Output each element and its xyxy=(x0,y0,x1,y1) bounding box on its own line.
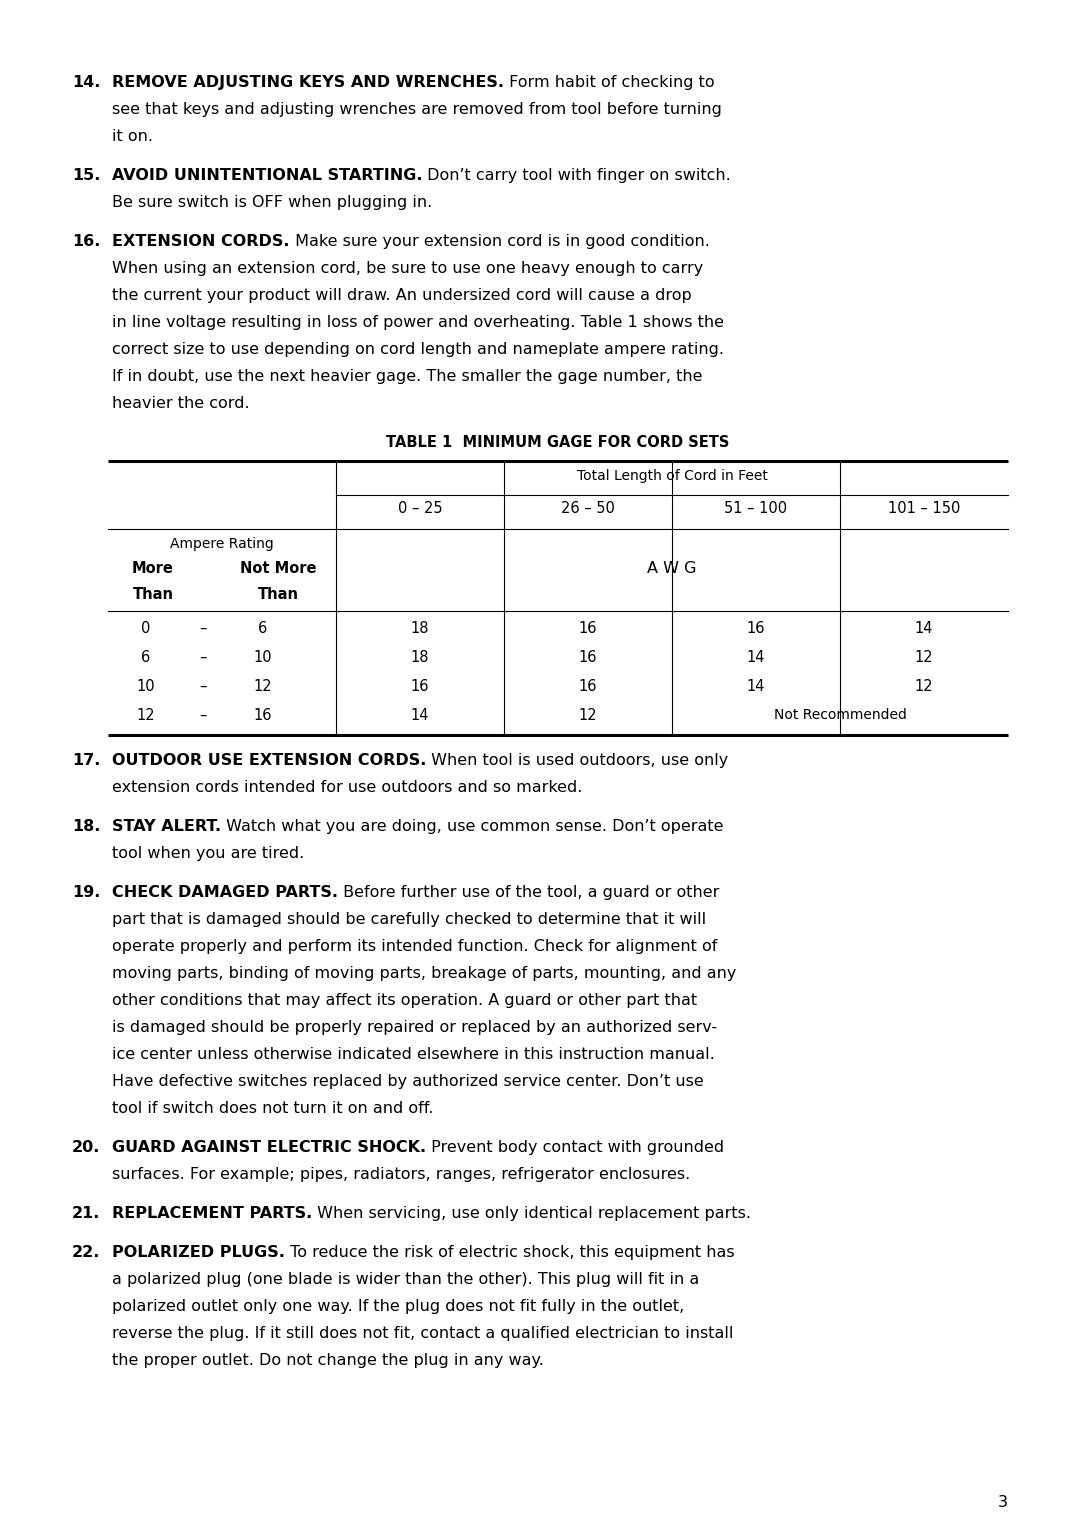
Text: operate properly and perform its intended function. Check for alignment of: operate properly and perform its intende… xyxy=(112,940,717,954)
Text: part that is damaged should be carefully checked to determine that it will: part that is damaged should be carefully… xyxy=(112,912,706,927)
Text: 16: 16 xyxy=(746,621,766,637)
Text: Than: Than xyxy=(257,588,298,601)
Text: heavier the cord.: heavier the cord. xyxy=(112,395,249,411)
Text: 101 – 150: 101 – 150 xyxy=(888,501,960,517)
Text: 18.: 18. xyxy=(72,820,100,834)
Text: Don’t carry tool with finger on switch.: Don’t carry tool with finger on switch. xyxy=(422,168,731,183)
Text: Total Length of Cord in Feet: Total Length of Cord in Feet xyxy=(577,469,768,483)
Text: Make sure your extension cord is in good condition.: Make sure your extension cord is in good… xyxy=(289,234,710,249)
Text: CHECK DAMAGED PARTS.: CHECK DAMAGED PARTS. xyxy=(112,884,338,900)
Text: 10: 10 xyxy=(254,651,272,664)
Text: 14.: 14. xyxy=(72,75,100,91)
Text: –: – xyxy=(200,621,206,637)
Text: 0: 0 xyxy=(141,621,151,637)
Text: Form habit of checking to: Form habit of checking to xyxy=(504,75,715,91)
Text: 12: 12 xyxy=(137,707,156,723)
Text: Prevent body contact with grounded: Prevent body contact with grounded xyxy=(427,1140,725,1155)
Text: 14: 14 xyxy=(746,678,766,694)
Text: When tool is used outdoors, use only: When tool is used outdoors, use only xyxy=(427,754,729,767)
Text: STAY ALERT.: STAY ALERT. xyxy=(112,820,221,834)
Text: in line voltage resulting in loss of power and overheating. Table 1 shows the: in line voltage resulting in loss of pow… xyxy=(112,315,724,331)
Text: 16: 16 xyxy=(254,707,272,723)
Text: correct size to use depending on cord length and nameplate ampere rating.: correct size to use depending on cord le… xyxy=(112,341,724,357)
Text: When using an extension cord, be sure to use one heavy enough to carry: When using an extension cord, be sure to… xyxy=(112,261,703,275)
Text: 16: 16 xyxy=(579,651,597,664)
Text: AVOID UNINTENTIONAL STARTING.: AVOID UNINTENTIONAL STARTING. xyxy=(112,168,422,183)
Text: the current your product will draw. An undersized cord will cause a drop: the current your product will draw. An u… xyxy=(112,288,692,303)
Text: 0 – 25: 0 – 25 xyxy=(397,501,443,517)
Text: 16: 16 xyxy=(410,678,429,694)
Text: polarized outlet only one way. If the plug does not fit fully in the outlet,: polarized outlet only one way. If the pl… xyxy=(112,1300,685,1313)
Text: Be sure switch is OFF when plugging in.: Be sure switch is OFF when plugging in. xyxy=(112,195,432,211)
Text: 20.: 20. xyxy=(72,1140,100,1155)
Text: 6: 6 xyxy=(258,621,268,637)
Text: tool if switch does not turn it on and off.: tool if switch does not turn it on and o… xyxy=(112,1101,433,1117)
Text: GUARD AGAINST ELECTRIC SHOCK.: GUARD AGAINST ELECTRIC SHOCK. xyxy=(112,1140,427,1155)
Text: 18: 18 xyxy=(410,621,429,637)
Text: 6: 6 xyxy=(141,651,150,664)
Text: 19.: 19. xyxy=(72,884,100,900)
Text: 12: 12 xyxy=(254,678,272,694)
Text: is damaged should be properly repaired or replaced by an authorized serv-: is damaged should be properly repaired o… xyxy=(112,1020,717,1035)
Text: 15.: 15. xyxy=(72,168,100,183)
Text: 22.: 22. xyxy=(72,1244,100,1260)
Text: –: – xyxy=(200,707,206,723)
Text: 12: 12 xyxy=(915,651,933,664)
Text: 3: 3 xyxy=(998,1495,1008,1510)
Text: 17.: 17. xyxy=(72,754,100,767)
Text: Ampere Rating: Ampere Rating xyxy=(171,537,274,551)
Text: Than: Than xyxy=(133,588,174,601)
Text: 16: 16 xyxy=(579,621,597,637)
Text: OUTDOOR USE EXTENSION CORDS.: OUTDOOR USE EXTENSION CORDS. xyxy=(112,754,427,767)
Text: REPLACEMENT PARTS.: REPLACEMENT PARTS. xyxy=(112,1206,312,1221)
Text: 18: 18 xyxy=(410,651,429,664)
Text: tool when you are tired.: tool when you are tired. xyxy=(112,846,305,861)
Text: POLARIZED PLUGS.: POLARIZED PLUGS. xyxy=(112,1244,285,1260)
Text: it on.: it on. xyxy=(112,129,153,145)
Text: –: – xyxy=(200,651,206,664)
Text: More: More xyxy=(132,561,174,577)
Text: other conditions that may affect its operation. A guard or other part that: other conditions that may affect its ope… xyxy=(112,994,697,1007)
Text: 16.: 16. xyxy=(72,234,100,249)
Text: To reduce the risk of electric shock, this equipment has: To reduce the risk of electric shock, th… xyxy=(285,1244,734,1260)
Text: EXTENSION CORDS.: EXTENSION CORDS. xyxy=(112,234,289,249)
Text: Not Recommended: Not Recommended xyxy=(773,707,906,721)
Text: 51 – 100: 51 – 100 xyxy=(725,501,787,517)
Text: surfaces. For example; pipes, radiators, ranges, refrigerator enclosures.: surfaces. For example; pipes, radiators,… xyxy=(112,1167,690,1183)
Text: REMOVE ADJUSTING KEYS AND WRENCHES.: REMOVE ADJUSTING KEYS AND WRENCHES. xyxy=(112,75,504,91)
Text: 14: 14 xyxy=(746,651,766,664)
Text: A W G: A W G xyxy=(647,561,697,577)
Text: Watch what you are doing, use common sense. Don’t operate: Watch what you are doing, use common sen… xyxy=(221,820,724,834)
Text: a polarized plug (one blade is wider than the other). This plug will fit in a: a polarized plug (one blade is wider tha… xyxy=(112,1272,699,1287)
Text: If in doubt, use the next heavier gage. The smaller the gage number, the: If in doubt, use the next heavier gage. … xyxy=(112,369,702,384)
Text: TABLE 1  MINIMUM GAGE FOR CORD SETS: TABLE 1 MINIMUM GAGE FOR CORD SETS xyxy=(387,435,730,451)
Text: When servicing, use only identical replacement parts.: When servicing, use only identical repla… xyxy=(312,1206,752,1221)
Text: reverse the plug. If it still does not fit, contact a qualified electrician to i: reverse the plug. If it still does not f… xyxy=(112,1326,733,1341)
Text: moving parts, binding of moving parts, breakage of parts, mounting, and any: moving parts, binding of moving parts, b… xyxy=(112,966,737,981)
Text: 12: 12 xyxy=(579,707,597,723)
Text: 10: 10 xyxy=(137,678,156,694)
Text: 14: 14 xyxy=(915,621,933,637)
Text: Have defective switches replaced by authorized service center. Don’t use: Have defective switches replaced by auth… xyxy=(112,1074,704,1089)
Text: ice center unless otherwise indicated elsewhere in this instruction manual.: ice center unless otherwise indicated el… xyxy=(112,1047,715,1063)
Text: 16: 16 xyxy=(579,678,597,694)
Text: 12: 12 xyxy=(915,678,933,694)
Text: Before further use of the tool, a guard or other: Before further use of the tool, a guard … xyxy=(338,884,719,900)
Text: the proper outlet. Do not change the plug in any way.: the proper outlet. Do not change the plu… xyxy=(112,1353,544,1367)
Text: extension cords intended for use outdoors and so marked.: extension cords intended for use outdoor… xyxy=(112,780,582,795)
Text: 21.: 21. xyxy=(72,1206,100,1221)
Text: 26 – 50: 26 – 50 xyxy=(562,501,615,517)
Text: Not More: Not More xyxy=(240,561,316,577)
Text: see that keys and adjusting wrenches are removed from tool before turning: see that keys and adjusting wrenches are… xyxy=(112,102,721,117)
Text: 14: 14 xyxy=(410,707,429,723)
Text: –: – xyxy=(200,678,206,694)
